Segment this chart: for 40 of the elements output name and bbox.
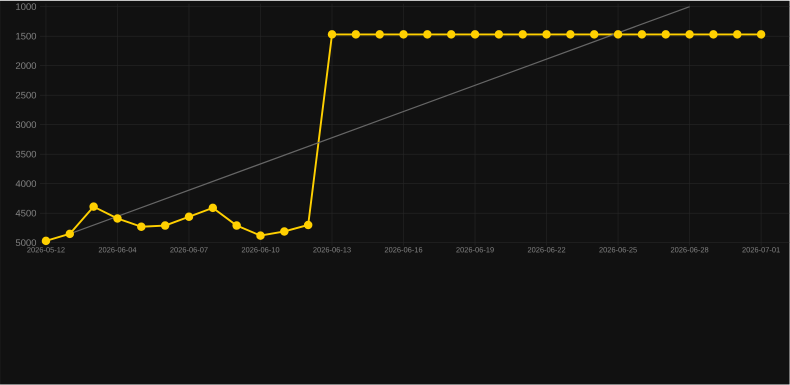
y-tick-label: 4500 — [16, 210, 36, 217]
point — [375, 30, 384, 39]
point — [184, 212, 194, 222]
point — [208, 204, 218, 212]
point — [399, 30, 408, 39]
point — [256, 232, 265, 240]
y-tick-label: 2500 — [16, 92, 36, 99]
point — [542, 30, 551, 39]
point — [352, 30, 360, 39]
y-tick-label: 3500 — [16, 151, 36, 158]
y-tick-label: 4000 — [16, 180, 36, 188]
point — [756, 30, 766, 39]
point — [638, 30, 646, 39]
y-tick-label: 1000 — [16, 4, 36, 10]
y-tick-label: 2000 — [16, 62, 36, 70]
point — [733, 30, 742, 39]
y-tick-label: 5000 — [16, 240, 36, 246]
point — [328, 30, 336, 39]
point — [614, 30, 622, 39]
point — [709, 30, 718, 39]
point — [66, 230, 74, 238]
point — [518, 30, 527, 39]
point — [685, 30, 694, 39]
point — [42, 236, 50, 246]
point — [304, 220, 312, 230]
y-tick-label: 3000 — [16, 122, 36, 128]
point — [160, 222, 170, 230]
point — [137, 222, 146, 232]
point — [423, 30, 432, 39]
point — [590, 30, 598, 39]
y-tick-label: 1500 — [16, 33, 36, 40]
point — [566, 30, 575, 39]
point — [470, 30, 480, 39]
point — [113, 214, 122, 223]
point — [232, 222, 241, 230]
point — [661, 30, 670, 39]
point — [446, 30, 456, 39]
point — [494, 30, 504, 39]
point — [89, 202, 98, 212]
point — [280, 227, 289, 236]
